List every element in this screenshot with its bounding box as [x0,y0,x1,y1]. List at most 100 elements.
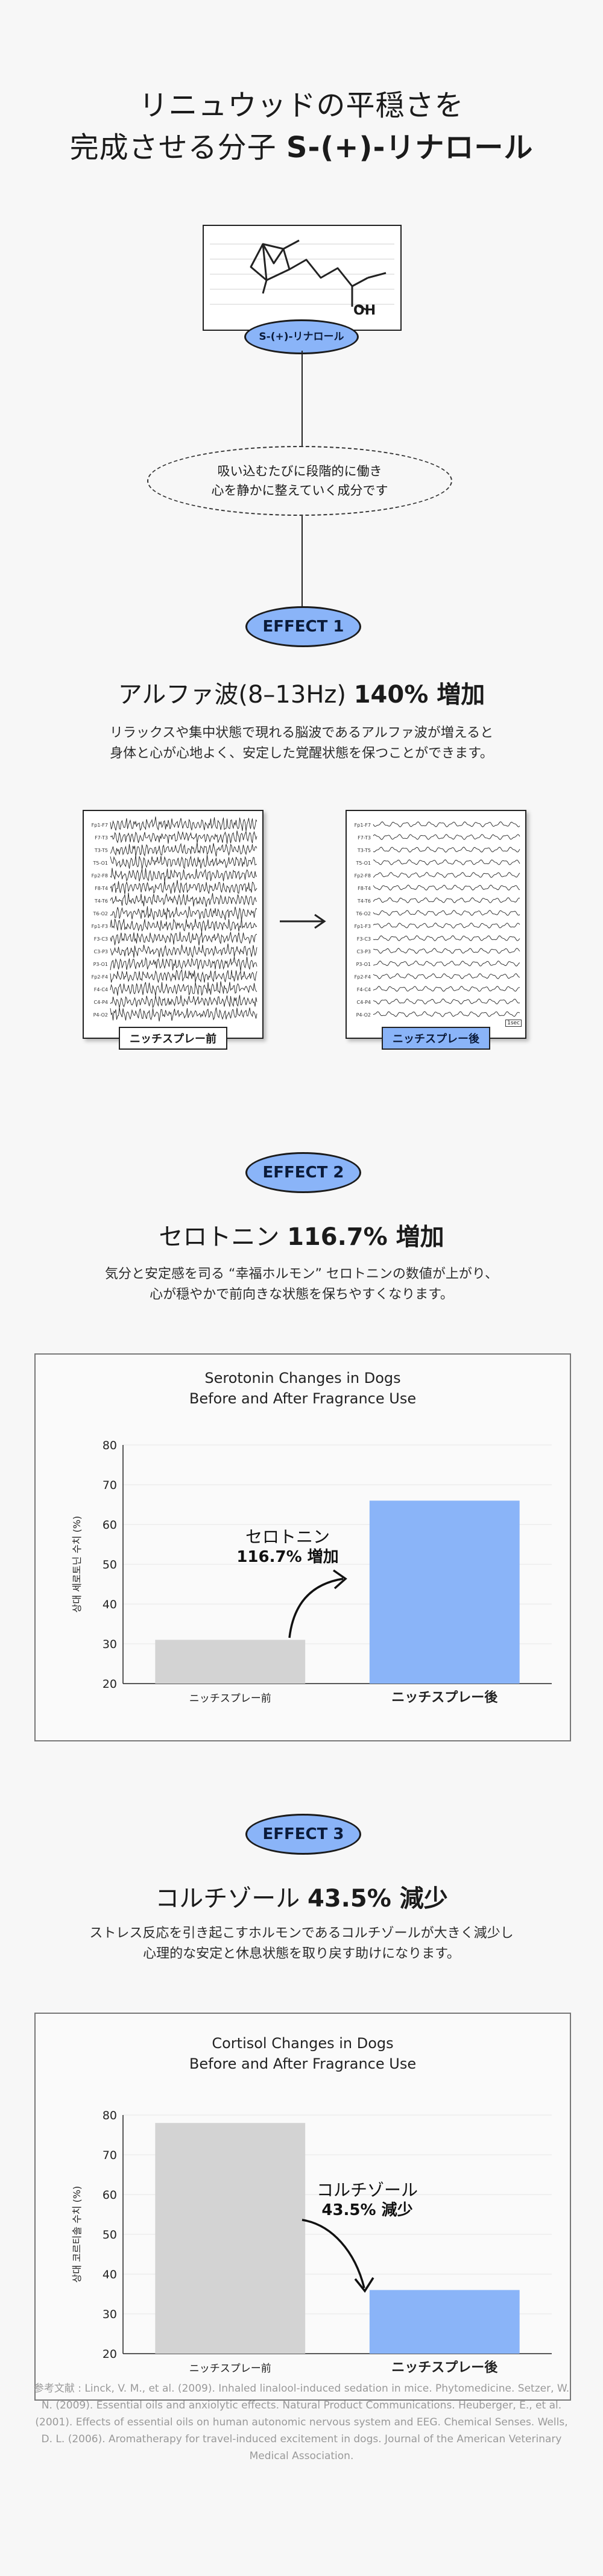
eeg-after-channel-label: Fp1-F3 [355,924,371,929]
annotation-label: コルチゾール [317,2180,418,2200]
y-tick-label: 40 [103,1598,117,1611]
eeg-after-trace [373,986,520,992]
eeg-after-channel-label: F7-T3 [358,835,371,841]
intro-bubble: 吸い込むたびに段階的に働き 心を静かに整えていく成分です [147,446,452,516]
eeg-after-channel-label: T3-T5 [357,848,371,853]
annotation-arrow-icon [302,2219,365,2289]
y-tick-label: 50 [103,2228,117,2242]
eeg-after-trace [373,961,520,967]
eeg-after-channel-label: T6-O2 [356,911,371,917]
y-tick-label: 50 [103,1558,117,1572]
eeg-before-channel-label: T5-O1 [93,860,108,866]
effect-2-description: 気分と安定感を司る “幸福ホルモン” セロトニンの数値が上がり、 心が穏やかで前… [0,1264,603,1305]
x-tick-label: ニッチスプレー後 [391,2360,498,2375]
eeg-before-channel-label: Fp1-F3 [92,924,108,929]
eeg-after-channel-label: P3-O1 [356,962,371,967]
eeg-after-trace [373,872,520,878]
eeg-after-channel-label: P4-O2 [356,1012,371,1018]
cortisol-chart-title-line-1: Cortisol Changes in Dogs [212,2035,394,2052]
effect-3-desc-line-2: 心理的な安定と休息状態を取り戻す助けになります。 [143,1946,460,1961]
eeg-before-trace [110,842,257,857]
eeg-after-channel-label: F3-C3 [357,936,371,942]
eeg-before-label: ニッチスプレー前 [119,1027,227,1050]
eeg-before-trace [110,981,257,996]
eeg-before-channel-label: F8-T4 [95,886,108,891]
arrow-right-icon [280,914,326,929]
eeg-after-card: Fp1-F7 F7-T3 T3-T5 T5-O1 Fp2-F8 F8-T4 T4-T6 T6-… [346,810,526,1050]
eeg-before-channel-label: C3-P3 [94,949,108,954]
eeg-before-trace [110,816,257,832]
eeg-before-channel-label: T6-O2 [93,911,108,917]
bar-0 [155,1640,306,1684]
y-tick-label: 80 [103,1439,117,1452]
cortisol-chart-title-line-2: Before and After Fragrance Use [189,2055,417,2072]
eeg-before-channel-label: F4-C4 [94,987,108,992]
intro-line-2: 心を静かに整えていく成分です [211,483,388,498]
eeg-after-channel-label: Fp1-F7 [355,823,371,828]
bar-1 [369,1500,520,1684]
eeg-after-trace [373,885,520,891]
eeg-after-channel-label: T4-T6 [357,898,371,904]
effect-2-heading-prefix: セロトニン [159,1223,288,1251]
cortisol-chart-title: Cortisol Changes in Dogs Before and Afte… [36,2033,570,2074]
eeg-after-trace [373,821,520,827]
title-line-2-prefix: 完成させる分子 [69,131,286,165]
eeg-after-trace [373,910,520,916]
annotation-value: 43.5% 減少 [321,2201,412,2219]
eeg-before-trace [110,906,257,921]
eeg-after-trace [373,1011,520,1017]
effect-3-desc-line-1: ストレス反応を引き起こすホルモンであるコルチゾールが大きく減少し [89,1926,514,1941]
effect-2-desc-line-1: 気分と安定感を司る “幸福ホルモン” セロトニンの数値が上がり、 [105,1267,498,1282]
serotonin-chart-title-line-1: Serotonin Changes in Dogs [204,1370,401,1387]
eeg-before-card: Fp1-F7 F7-T3 T3-T5 T5-O1 Fp2-F8 F8-T4 T4-T6 T6-… [83,810,264,1050]
eeg-before-channel-label: Fp2-F4 [92,974,108,980]
eeg-after-channel-label: T5-O1 [356,860,371,866]
eeg-before-channel-label: T3-T5 [94,848,108,853]
effect-3-heading-prefix: コルチゾール [155,1885,308,1913]
x-tick-label: ニッチスプレー後 [391,1690,498,1705]
eeg-after-channel-label: F4-C4 [357,987,371,992]
connector-line-2 [302,516,303,607]
eeg-after-channel-label: C4-P4 [357,1000,371,1005]
effect-3-badge: EFFECT 3 [245,1814,361,1855]
eeg-before-trace [110,892,257,907]
effect-2-desc-line-2: 心が穏やかで前向きな状態を保ちやすくなります。 [150,1287,453,1302]
eeg-after-trace [373,923,520,929]
annotation-value: 116.7% 増加 [236,1548,338,1566]
eeg-before-channel-label: F7-T3 [95,835,108,841]
eeg-after-trace [373,859,520,865]
y-tick-label: 80 [103,2109,117,2122]
annotation-arrowhead-icon [354,2277,374,2293]
eeg-after-channel-label: C3-P3 [357,949,371,954]
title-line-1: リニュウッドの平穏さを [139,89,464,122]
page-title: リニュウッドの平穏さを 完成させる分子 S-(+)-リナロール [0,84,603,169]
connector-line-1 [302,351,303,446]
y-tick-label: 70 [103,2149,117,2162]
y-tick-label: 70 [103,1479,117,1492]
y-tick-label: 40 [103,2268,117,2281]
title-line-2-bold: S-(+)-リナロール [286,131,534,165]
y-tick-label: 30 [103,2308,117,2321]
oh-label: OH [353,303,376,318]
eeg-after-label: ニッチスプレー後 [382,1027,490,1050]
eeg-before-channel-label: Fp1-F7 [92,823,108,828]
y-tick-label: 60 [103,2189,117,2202]
effect-3-heading: コルチゾール 43.5% 減少 [0,1879,603,1914]
y-tick-label: 60 [103,1518,117,1532]
eeg-before-trace [110,1007,257,1022]
eeg-before-channel-label: Fp2-F8 [92,873,108,879]
serotonin-chart-title: Serotonin Changes in Dogs Before and Aft… [36,1368,570,1409]
y-axis-label: 상대 코르티솔 수치 (%) [71,2186,83,2283]
effect-2-heading-bold: 116.7% 増加 [287,1223,444,1251]
eeg-before-trace [110,880,257,894]
effect-3-description: ストレス反応を引き起こすホルモンであるコルチゾールが大きく減少し 心理的な安定と… [0,1923,603,1964]
bar-1 [369,2290,520,2354]
annotation-arrow-icon [288,1578,344,1638]
eeg-before-trace [110,868,257,882]
cortisol-chart: Cortisol Changes in Dogs Before and Afte… [34,2013,571,2401]
eeg-after-trace [373,973,520,979]
bar-0 [155,2123,306,2354]
eeg-before-trace [110,918,257,932]
effect-1-desc-line-2: 身体と心が心地よく、安定した覚醒状態を保つことができます。 [110,746,493,761]
eeg-before-trace [110,995,257,1009]
